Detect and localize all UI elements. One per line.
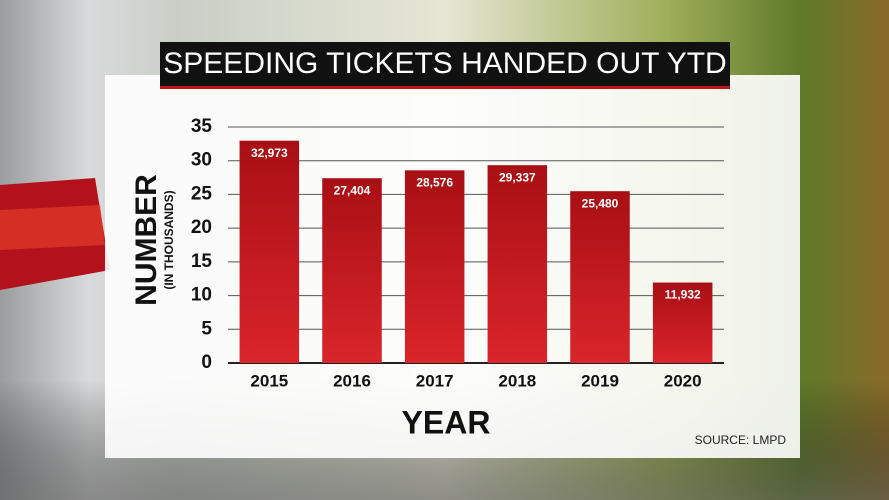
x-axis-title: YEAR (402, 404, 491, 440)
y-tick-label: 10 (191, 285, 212, 306)
value-label: 27,404 (334, 183, 371, 197)
x-tick-label: 2019 (581, 371, 619, 390)
title-box (160, 42, 730, 86)
bar (652, 282, 713, 363)
y-tick-label: 15 (191, 251, 213, 272)
bar (487, 165, 548, 363)
y-tick-label: 20 (191, 217, 212, 238)
taillight-glow (0, 205, 105, 250)
x-tick-label: 2017 (416, 371, 454, 390)
x-tick-label: 2020 (664, 371, 702, 390)
x-tick-label: 2018 (498, 371, 536, 390)
y-tick-label: 30 (191, 150, 212, 171)
y-tick-label: 0 (201, 352, 212, 373)
value-label: 11,932 (665, 288, 701, 302)
source: SOURCE: LMPD (695, 433, 787, 447)
bar (322, 178, 382, 363)
y-tick-label: 25 (191, 183, 213, 204)
x-tick-label: 2016 (333, 371, 371, 390)
y-tick-label: 35 (191, 116, 213, 137)
value-label: 29,337 (499, 170, 536, 184)
x-tick-label: 2015 (250, 371, 288, 390)
bar (239, 140, 300, 363)
value-label: 28,576 (416, 175, 453, 189)
title-underline (160, 86, 730, 89)
bar (404, 170, 465, 363)
value-label: 25,480 (582, 196, 619, 210)
y-axis-title: NUMBER (130, 174, 163, 306)
bar (570, 191, 630, 363)
chart-title: SPEEDING TICKETS HANDED OUT YTD (163, 47, 726, 80)
y-tick-label: 5 (201, 318, 212, 339)
y-axis-subtitle: (IN THOUSANDS) (162, 190, 176, 289)
value-label: 32,973 (251, 146, 288, 160)
